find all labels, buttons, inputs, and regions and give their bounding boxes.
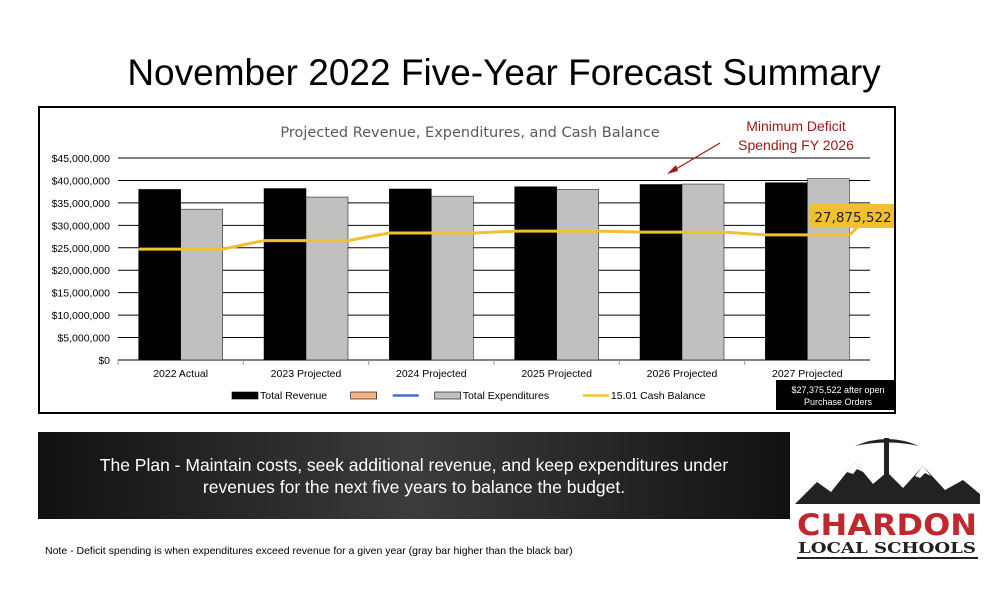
y-tick-label: $30,000,000	[52, 220, 111, 232]
y-axis-ticks: $0 $5,000,000 $10,000,000 $15,000,000 $20,00…	[52, 153, 111, 367]
revenue-bar	[639, 184, 683, 361]
revenue-bar	[389, 188, 432, 361]
legend-label: Total Revenue	[260, 390, 327, 402]
x-axis-ticks: 2022 Actual 2023 Projected 2024 Projected 2…	[153, 368, 843, 380]
expenditure-bar	[681, 183, 725, 361]
legend-label: 15.01 Cash Balance	[611, 390, 706, 402]
expenditure-bar	[180, 208, 223, 361]
cash-callout-box	[810, 204, 894, 228]
x-tick-label: 2022 Actual	[153, 368, 208, 380]
y-tick-label: $20,000,000	[52, 265, 111, 277]
x-tick-label: 2027 Projected	[772, 368, 843, 380]
cash-callout-text: 27,875,522	[814, 210, 891, 226]
deficit-arrow-head	[667, 165, 678, 174]
footnote-line1: $27,375,522 after open	[791, 385, 884, 395]
cash-balance-line	[138, 214, 870, 251]
x-tick-label: 2026 Projected	[647, 368, 718, 380]
plan-text: The Plan - Maintain costs, seek addition…	[99, 454, 729, 497]
legend-swatch	[231, 391, 259, 400]
page-title: November 2022 Five-Year Forecast Summary	[127, 52, 881, 93]
logo-name: CHARDON	[797, 508, 977, 542]
forecast-chart: Projected Revenue, Expenditures, and Cas…	[52, 118, 894, 410]
x-tick-label: 2023 Projected	[271, 368, 342, 380]
deficit-annotation-line1: Minimum Deficit	[746, 118, 846, 134]
y-tick-label: $35,000,000	[52, 198, 111, 210]
y-tick-label: $10,000,000	[52, 310, 111, 322]
footnote-box	[776, 380, 894, 410]
mountain-snow-left	[847, 462, 863, 474]
chardon-logo: CHARDON LOCAL SCHOOLS	[795, 438, 980, 559]
revenue-bar	[765, 182, 808, 361]
y-tick-label: $5,000,000	[57, 333, 110, 345]
legend-swatch	[434, 391, 462, 400]
pickaxe-icon	[855, 438, 919, 498]
chart-frame: Projected Revenue, Expenditures, and Cas…	[38, 106, 896, 414]
footnote-line2: Purchase Orders	[804, 397, 873, 407]
bars	[138, 178, 850, 361]
expenditure-bar	[431, 195, 474, 361]
mountain-snow-right	[915, 466, 931, 478]
y-tick-label: $45,000,000	[52, 153, 111, 165]
x-tick-label: 2024 Projected	[396, 368, 467, 380]
chart-title: Projected Revenue, Expenditures, and Cas…	[280, 125, 659, 141]
y-tick-label: $25,000,000	[52, 243, 111, 255]
legend-swatch	[350, 391, 378, 400]
cash-balance-path	[138, 229, 850, 251]
deficit-arrow	[670, 142, 721, 173]
legend: Total Revenue Total Expenditures 15.01 Cas…	[231, 390, 706, 402]
revenue-bar	[138, 189, 181, 361]
y-tick-label: $40,000,000	[52, 175, 111, 187]
revenue-bar	[514, 186, 557, 361]
gridlines	[117, 157, 870, 365]
plan-banner: The Plan - Maintain costs, seek addition…	[38, 432, 790, 519]
x-tick-label: 2025 Projected	[521, 368, 592, 380]
logo-subtitle: LOCAL SCHOOLS	[798, 539, 976, 557]
footnote: Note - Deficit spending is when expendit…	[45, 545, 573, 557]
deficit-annotation-line2: Spending FY 2026	[738, 137, 854, 153]
y-tick-label: $0	[98, 355, 110, 367]
y-tick-label: $15,000,000	[52, 288, 111, 300]
revenue-bar	[263, 188, 307, 361]
legend-label: Total Expenditures	[463, 390, 549, 402]
expenditure-bar	[305, 196, 349, 361]
expenditure-bar	[556, 189, 599, 361]
